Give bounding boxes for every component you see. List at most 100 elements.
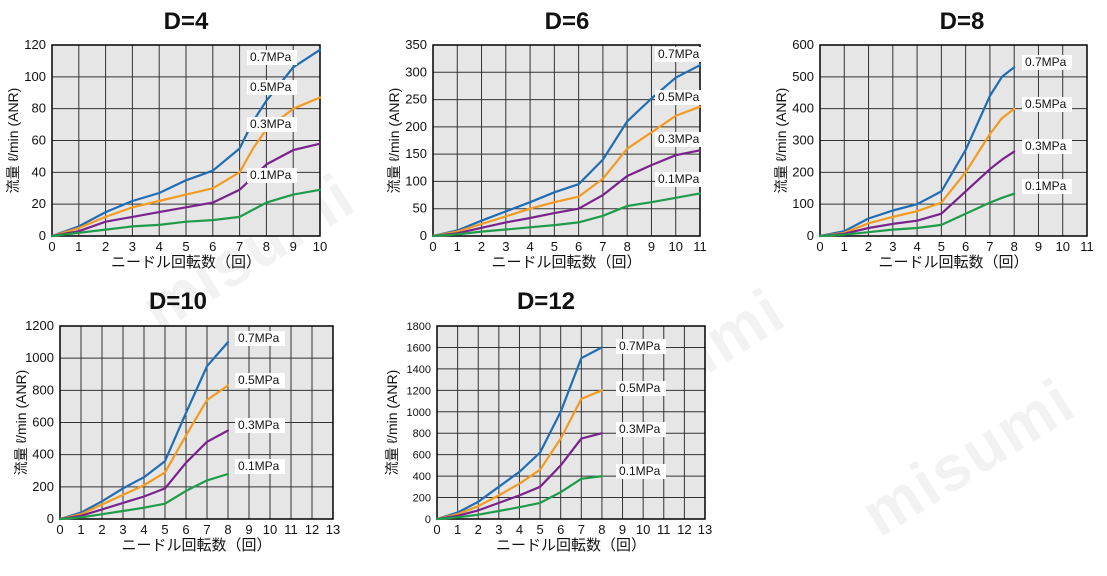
- y-tick-label: 300: [792, 133, 814, 148]
- x-tick-label: 6: [575, 239, 582, 254]
- x-tick-label: 4: [526, 239, 533, 254]
- y-tick-label: 1200: [25, 318, 54, 333]
- y-tick-label: 600: [413, 450, 431, 462]
- x-tick-label: 5: [938, 239, 945, 254]
- x-tick-label: 6: [962, 239, 969, 254]
- y-tick-label: 1000: [25, 350, 54, 365]
- y-tick-label: 150: [405, 146, 427, 161]
- y-tick-label: 0: [420, 228, 427, 243]
- series-label-bg: [616, 422, 666, 437]
- x-tick-label: 5: [161, 522, 168, 537]
- plot-frame: [51, 44, 321, 237]
- x-tick-label: 12: [305, 522, 319, 537]
- series-label-bg: [655, 132, 705, 147]
- series-line-07mpa: [435, 346, 604, 521]
- series-label-bg: [1022, 97, 1072, 112]
- y-axis-label: 流量 ℓ/min (ANR): [5, 88, 21, 194]
- y-tick-label: 80: [32, 101, 46, 116]
- x-tick-label: 1: [841, 239, 848, 254]
- y-tick-label: 40: [32, 164, 46, 179]
- y-tick-label: 200: [413, 493, 431, 505]
- y-tick-label: 50: [413, 201, 427, 216]
- chart-d10: 0 1 2 3 4 5 6 7 8 9 10 11 12 13020040060080010001200ニ…: [13, 318, 340, 554]
- y-tick-label: 600: [792, 37, 814, 52]
- series-line-01mpa: [431, 192, 702, 238]
- series-label: 0.7MPa: [658, 47, 700, 61]
- plot-frame: [819, 44, 1088, 237]
- chart-title-d12: D=12: [516, 288, 576, 315]
- x-tick-label: 10: [263, 522, 277, 537]
- x-tick-label: 6: [209, 239, 216, 254]
- x-tick-label: 8: [263, 239, 270, 254]
- series-label-bg: [247, 50, 297, 65]
- y-tick-label: 600: [32, 415, 54, 430]
- x-tick-label: 11: [1080, 239, 1094, 254]
- x-tick-label: 7: [578, 522, 585, 537]
- x-tick-label: 4: [156, 239, 163, 254]
- series-label: 0.5MPa: [619, 381, 661, 395]
- x-tick-label: 7: [599, 239, 606, 254]
- y-axis-label: 流量 ℓ/min (ANR): [13, 370, 29, 476]
- x-tick-label: 10: [1055, 239, 1069, 254]
- series-label: 0.5MPa: [238, 373, 280, 387]
- x-tick-label: 11: [693, 239, 707, 254]
- series-line-01mpa: [50, 188, 322, 238]
- x-tick-label: 0: [433, 522, 440, 537]
- series-label-bg: [247, 168, 297, 183]
- y-tick-label: 200: [405, 119, 427, 134]
- series-line-03mpa: [431, 149, 702, 238]
- x-tick-label: 9: [1035, 239, 1042, 254]
- series-label-bg: [655, 47, 705, 62]
- y-tick-label: 60: [32, 133, 46, 148]
- y-tick-label: 1400: [407, 364, 431, 376]
- series-label: 0.3MPa: [1025, 139, 1067, 153]
- x-tick-label: 3: [495, 522, 502, 537]
- plot-frame: [436, 325, 706, 520]
- series-label: 0.7MPa: [619, 339, 661, 353]
- x-tick-label: 3: [502, 239, 509, 254]
- x-tick-label: 11: [284, 522, 298, 537]
- series-label: 0.1MPa: [1025, 179, 1067, 193]
- x-tick-label: 6: [557, 522, 564, 537]
- series-line-01mpa: [58, 472, 230, 521]
- x-axis-label: ニードル回転数（回）: [496, 537, 646, 554]
- y-tick-label: 1800: [407, 321, 431, 333]
- series-label: 0.1MPa: [238, 459, 280, 473]
- x-tick-label: 2: [865, 239, 872, 254]
- x-tick-label: 10: [668, 239, 682, 254]
- series-label: 0.5MPa: [658, 90, 700, 104]
- x-tick-label: 1: [75, 239, 82, 254]
- y-tick-label: 0: [39, 228, 46, 243]
- series-line-05mpa: [431, 105, 702, 238]
- x-tick-label: 0: [48, 239, 55, 254]
- x-tick-label: 3: [119, 522, 126, 537]
- series-label-bg: [1022, 139, 1072, 154]
- series-line-05mpa: [58, 384, 230, 521]
- x-tick-label: 1: [77, 522, 84, 537]
- x-tick-label: 5: [551, 239, 558, 254]
- x-axis-label: ニードル回転数（回）: [121, 537, 271, 554]
- x-axis-label: ニードル回転数（回）: [491, 254, 641, 271]
- x-tick-label: 2: [102, 239, 109, 254]
- x-tick-label: 7: [203, 522, 210, 537]
- y-tick-label: 200: [32, 479, 54, 494]
- series-line-03mpa: [50, 142, 322, 238]
- y-tick-label: 1000: [407, 407, 431, 419]
- series-label-bg: [247, 80, 297, 95]
- series-label: 0.7MPa: [238, 331, 280, 345]
- plot-frame: [59, 325, 334, 520]
- x-tick-label: 8: [598, 522, 605, 537]
- x-tick-label: 4: [140, 522, 147, 537]
- series-label: 0.5MPa: [1025, 97, 1067, 111]
- x-tick-label: 9: [290, 239, 297, 254]
- x-tick-label: 10: [636, 522, 650, 537]
- y-tick-label: 1600: [407, 342, 431, 354]
- series-label-bg: [235, 373, 285, 388]
- x-tick-label: 10: [313, 239, 327, 254]
- x-tick-label: 0: [429, 239, 436, 254]
- series-line-05mpa: [818, 107, 1016, 238]
- x-tick-label: 2: [478, 239, 485, 254]
- y-tick-label: 120: [24, 37, 46, 52]
- x-tick-label: 3: [129, 239, 136, 254]
